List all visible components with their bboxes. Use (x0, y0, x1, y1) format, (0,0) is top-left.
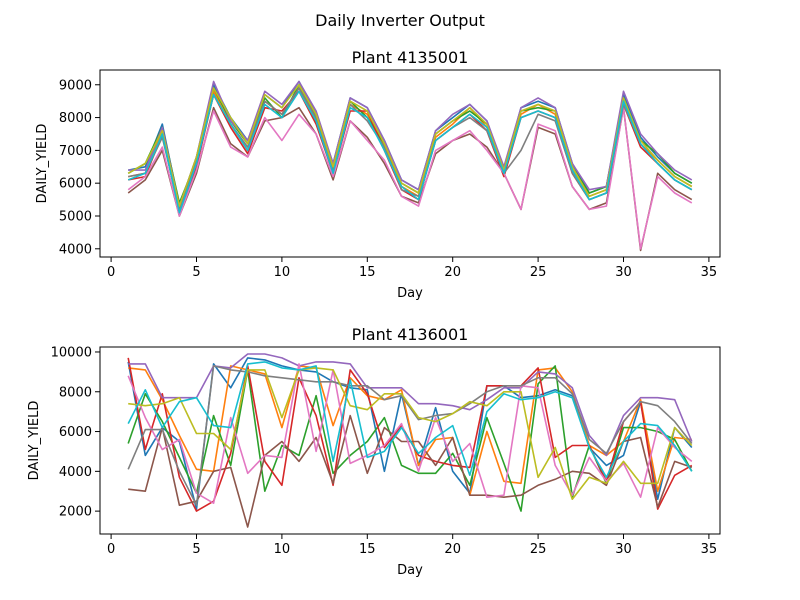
series-line-10 (127, 361, 693, 479)
x-tick: 10 (274, 534, 291, 557)
series-line-6 (127, 106, 693, 252)
y-tick: 6000 (59, 425, 100, 440)
series-line-7 (127, 363, 693, 505)
y-tick-label: 6000 (59, 177, 92, 192)
chart-plant-4135001: 0 5 10 15 20 25 30 35 4000 5000 6000 7000 8000 9000 Pl… (35, 48, 721, 301)
y-tick: 9000 (59, 78, 100, 93)
x-axis-label: Day (397, 563, 423, 578)
x-tick: 0 (107, 257, 115, 280)
y-tick-label: 8000 (59, 111, 92, 126)
x-tick: 0 (107, 534, 115, 557)
x-tick-label: 15 (359, 542, 376, 557)
y-tick-label: 4000 (59, 465, 92, 480)
y-tick-label: 5000 (59, 209, 92, 224)
y-tick-label: 2000 (59, 505, 92, 520)
series-group (127, 80, 693, 252)
x-tick-label: 10 (274, 542, 291, 557)
x-tick: 20 (444, 257, 461, 280)
x-axis-label: Day (397, 286, 423, 301)
series-line-9 (127, 84, 693, 207)
series-line-3 (127, 365, 693, 512)
x-tick-label: 25 (530, 542, 547, 557)
y-axis-label: DAILY_YIELD (35, 124, 50, 204)
y-tick: 10000 (51, 345, 100, 360)
x-tick-label: 30 (615, 265, 632, 280)
y-tick-label: 4000 (59, 242, 92, 257)
x-tick-label: 0 (107, 542, 115, 557)
series-line-9 (128, 367, 693, 501)
series-line-10 (127, 90, 693, 214)
y-tick: 4000 (59, 242, 100, 257)
x-tick: 35 (701, 257, 718, 280)
series-line-2 (128, 365, 692, 497)
x-tick-label: 5 (192, 542, 200, 557)
x-tick-label: 30 (615, 542, 632, 557)
x-tick-label: 0 (107, 265, 115, 280)
x-tick: 5 (192, 257, 201, 280)
y-tick-label: 6000 (59, 425, 92, 440)
y-tick: 7000 (59, 144, 100, 159)
y-tick-label: 7000 (59, 144, 92, 159)
axes-frame (99, 69, 721, 258)
x-tick: 35 (701, 534, 718, 557)
series-line-5 (128, 80, 693, 207)
y-axis-label: DAILY_YIELD (27, 401, 42, 481)
x-tick-label: 35 (701, 542, 718, 557)
x-tick: 25 (530, 534, 547, 557)
x-tick: 25 (530, 257, 547, 280)
x-tick: 5 (192, 534, 201, 557)
x-tick: 10 (274, 257, 291, 280)
series-line-7 (127, 106, 693, 250)
series-group (127, 353, 693, 528)
figure-suptitle: Daily Inverter Output (315, 11, 485, 30)
chart-plant-4136001: 0 5 10 15 20 25 30 35 2000 4000 6000 8000 10000 Plant… (27, 325, 721, 578)
x-tick-label: 25 (530, 265, 547, 280)
x-tick: 20 (444, 534, 461, 557)
x-tick-label: 10 (274, 265, 291, 280)
x-tick-label: 20 (444, 542, 461, 557)
y-tick: 8000 (59, 111, 100, 126)
x-tick-label: 20 (444, 265, 461, 280)
x-tick-label: 15 (359, 265, 376, 280)
axes-frame (99, 346, 721, 535)
x-tick: 30 (615, 534, 632, 557)
chart-title: Plant 4136001 (352, 325, 469, 344)
y-tick: 8000 (59, 385, 100, 400)
x-tick: 15 (359, 257, 376, 280)
series-line-8 (127, 365, 693, 507)
x-tick: 30 (615, 257, 632, 280)
y-tick: 6000 (59, 177, 100, 192)
y-tick-label: 9000 (59, 78, 92, 93)
y-tick-label: 10000 (51, 345, 92, 360)
series-line-4 (127, 357, 693, 512)
y-tick: 5000 (59, 209, 100, 224)
chart-title: Plant 4135001 (352, 48, 469, 67)
y-tick: 4000 (59, 465, 100, 480)
y-tick-label: 8000 (59, 385, 92, 400)
y-tick: 2000 (59, 505, 100, 520)
x-tick-label: 35 (701, 265, 718, 280)
x-tick: 15 (359, 534, 376, 557)
x-tick-label: 5 (192, 265, 200, 280)
